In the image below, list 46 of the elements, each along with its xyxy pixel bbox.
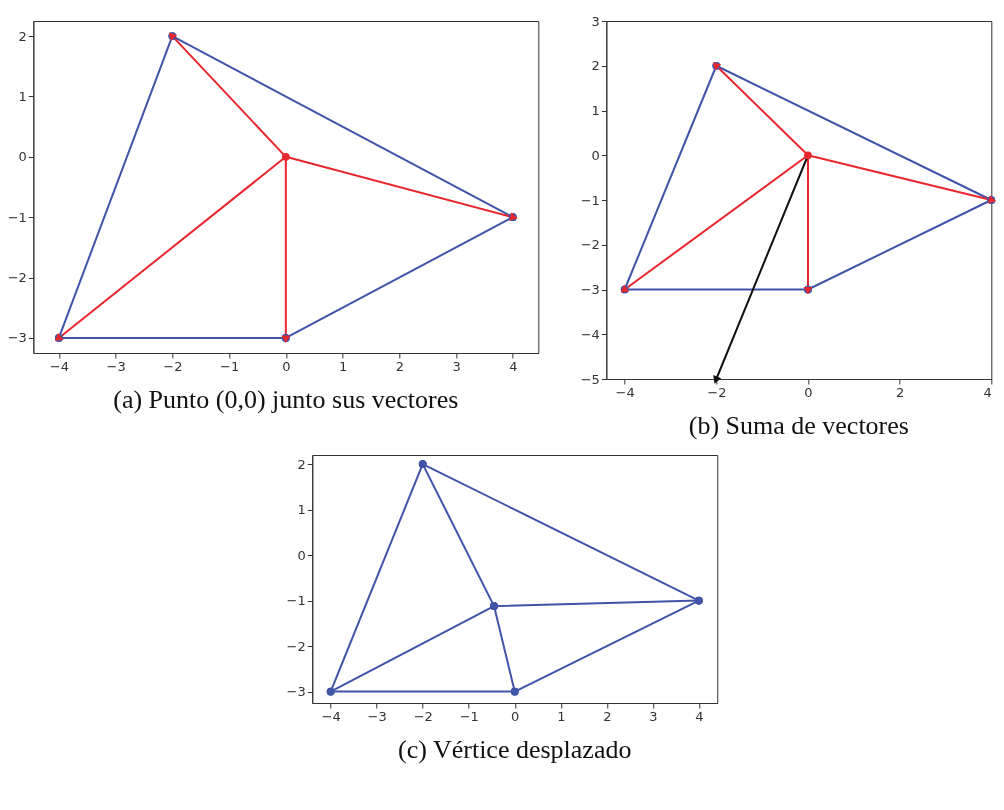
x-tick-label: −4 — [615, 384, 635, 400]
x-tick-label: 4 — [695, 708, 704, 724]
text: (b) Suma de vectores — [688, 411, 909, 440]
y-tick-label: 1 — [297, 502, 306, 518]
y-tick-label: −3 — [580, 282, 600, 297]
x-tick-label: 4 — [509, 358, 518, 374]
y-tick-label: 2 — [591, 58, 600, 74]
x-tick-label: 2 — [395, 358, 404, 374]
x-tick-label: 1 — [338, 358, 348, 374]
y-tick-label: 1 — [591, 103, 600, 118]
y-tick-label: 0 — [591, 147, 600, 163]
y-tick-label: −2 — [580, 237, 600, 253]
y-tick-label: 2 — [297, 456, 306, 472]
x-tick-label: −3 — [367, 708, 387, 724]
y-tick-label: 1 — [18, 88, 27, 104]
y-tick-label: −1 — [580, 192, 600, 208]
x-tick-label: 0 — [511, 708, 520, 724]
text: (a) Punto (0,0) junto sus vectores — [113, 385, 459, 414]
x-tick-label: 2 — [896, 384, 905, 400]
y-tick-label: −2 — [7, 270, 27, 286]
x-tick-label: 3 — [452, 358, 461, 374]
x-tick-label: −4 — [321, 708, 341, 724]
x-tick-label: 2 — [603, 708, 612, 724]
y-tick-label: −2 — [286, 638, 306, 654]
y-tick-label: 0 — [18, 149, 27, 165]
x-tick-label: 4 — [983, 384, 992, 400]
y-tick-label: −1 — [7, 209, 27, 225]
x-tick-label: 3 — [649, 708, 658, 724]
y-tick-label: −4 — [580, 326, 600, 342]
y-tick-label: 0 — [297, 547, 306, 563]
x-tick-label: −2 — [707, 384, 727, 400]
y-tick-label: 3 — [591, 13, 600, 29]
y-tick-label: −5 — [580, 371, 600, 387]
y-tick-label: −1 — [286, 593, 306, 609]
y-tick-label: −3 — [286, 684, 306, 700]
x-tick-label: 1 — [557, 708, 566, 724]
x-tick-label: −1 — [459, 708, 479, 724]
text: (c) Vértice desplazado — [398, 735, 632, 764]
y-tick-label: 2 — [18, 28, 27, 44]
x-tick-label: −3 — [106, 358, 126, 374]
x-tick-label: −2 — [413, 708, 433, 724]
x-tick-label: −1 — [219, 358, 240, 374]
x-tick-label: 0 — [804, 384, 813, 400]
y-tick-label: −3 — [7, 330, 27, 346]
x-tick-label: −4 — [49, 358, 69, 374]
x-tick-label: −2 — [163, 358, 183, 374]
